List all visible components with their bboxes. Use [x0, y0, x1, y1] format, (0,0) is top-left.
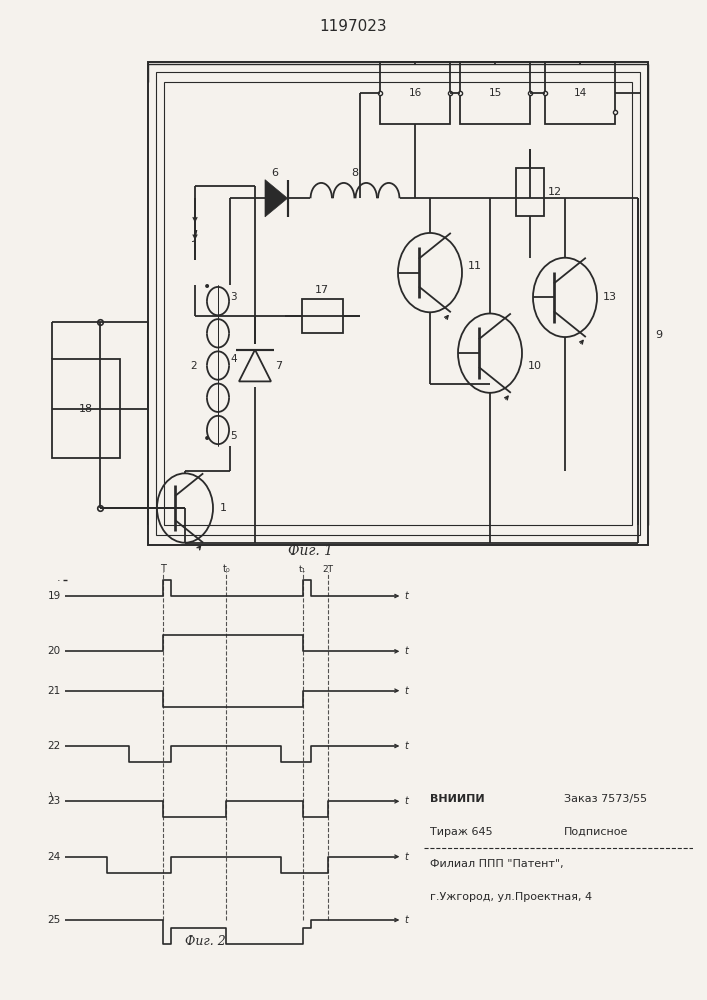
Text: 12: 12 — [548, 187, 562, 197]
Text: 16: 16 — [409, 88, 421, 98]
Text: 24: 24 — [47, 852, 61, 862]
Text: 3: 3 — [230, 292, 237, 302]
Bar — [516, 168, 544, 216]
Bar — [52, 359, 120, 458]
Text: t: t — [404, 915, 408, 925]
Text: Фиг. 1: Фиг. 1 — [288, 544, 332, 558]
Text: 21: 21 — [47, 686, 61, 696]
Polygon shape — [265, 180, 288, 217]
Text: 25: 25 — [47, 915, 61, 925]
Text: Филиал ППП "Патент",: Филиал ППП "Патент", — [430, 859, 563, 869]
Text: 1: 1 — [220, 503, 227, 513]
Text: t₁: t₁ — [299, 565, 306, 574]
Text: 17: 17 — [315, 285, 329, 295]
Text: 8: 8 — [351, 168, 358, 178]
Text: 11: 11 — [468, 261, 482, 271]
Text: 2: 2 — [190, 361, 197, 371]
Text: 20: 20 — [47, 646, 61, 656]
Bar — [380, 62, 450, 124]
Text: 18: 18 — [79, 404, 93, 414]
Text: t: t — [404, 591, 408, 601]
Text: t: t — [404, 646, 408, 656]
Bar — [545, 62, 615, 124]
Text: \: \ — [50, 792, 54, 802]
Text: ВНИИПИ: ВНИИПИ — [430, 794, 484, 804]
Text: Заказ 7573/55: Заказ 7573/55 — [564, 794, 647, 804]
Text: •: • — [203, 432, 211, 446]
Text: •: • — [203, 280, 211, 294]
Text: 5: 5 — [230, 431, 237, 441]
Text: 13: 13 — [603, 292, 617, 302]
Text: J: J — [193, 229, 197, 242]
Text: 4: 4 — [230, 354, 237, 364]
Text: 10: 10 — [528, 361, 542, 371]
Text: 15: 15 — [489, 88, 502, 98]
Text: 23: 23 — [47, 796, 61, 806]
Text: г.Ужгород, ул.Проектная, 4: г.Ужгород, ул.Проектная, 4 — [430, 892, 592, 902]
Text: t: t — [404, 741, 408, 751]
Text: Фиг. 2: Фиг. 2 — [185, 935, 226, 948]
Text: Тираж 645: Тираж 645 — [430, 827, 492, 837]
Text: .: . — [57, 573, 61, 583]
Text: T: T — [160, 564, 165, 574]
Bar — [148, 62, 648, 545]
Text: Подписное: Подписное — [564, 827, 629, 837]
Bar — [302, 299, 343, 333]
Text: 6: 6 — [271, 168, 279, 178]
Text: t₀: t₀ — [223, 564, 230, 574]
Text: 1197023: 1197023 — [319, 19, 387, 34]
Bar — [164, 82, 632, 525]
Text: 19: 19 — [47, 591, 61, 601]
Bar — [460, 62, 530, 124]
Text: 14: 14 — [573, 88, 587, 98]
Text: 22: 22 — [47, 741, 61, 751]
Text: 9: 9 — [655, 330, 662, 340]
Text: 2T: 2T — [322, 565, 334, 574]
Text: t: t — [404, 686, 408, 696]
Bar — [156, 72, 640, 535]
Text: t: t — [404, 852, 408, 862]
Text: t: t — [404, 796, 408, 806]
Text: 7: 7 — [275, 361, 282, 371]
